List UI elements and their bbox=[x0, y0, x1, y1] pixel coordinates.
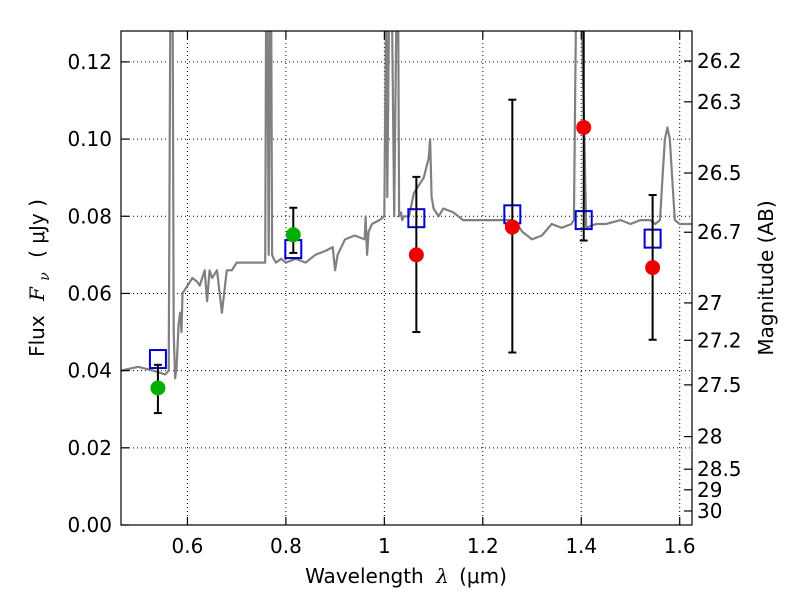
plot-background bbox=[121, 31, 692, 525]
x-tick-label: 1.2 bbox=[467, 534, 499, 558]
x-tick-label: 1.4 bbox=[565, 534, 597, 558]
y-tick-label: 0.00 bbox=[67, 513, 112, 537]
data-point bbox=[285, 227, 301, 243]
x-tick-label: 1 bbox=[378, 534, 391, 558]
series-layer bbox=[121, 31, 692, 415]
x-axis-label: Wavelength λ (μm) bbox=[305, 564, 507, 588]
y-tick-label: 0.08 bbox=[67, 204, 112, 228]
data-point bbox=[150, 380, 166, 396]
mag-tick-label: 28.5 bbox=[697, 457, 742, 481]
mag-tick-label: 29 bbox=[697, 478, 722, 502]
data-point bbox=[504, 219, 520, 235]
mag-tick-label: 27.2 bbox=[697, 328, 742, 352]
mag-tick-label: 27 bbox=[697, 291, 722, 315]
y-tick-label: 0.10 bbox=[67, 127, 112, 151]
mag-tick-label: 28 bbox=[697, 425, 722, 449]
mag-tick-label: 30 bbox=[697, 499, 722, 523]
mag-tick-label: 26.7 bbox=[697, 220, 742, 244]
y-axis-label: Flux F ν ( μJy ) bbox=[25, 199, 54, 357]
right-axis-label: Magnitude (AB) bbox=[754, 200, 778, 355]
x-tick-label: 0.6 bbox=[172, 534, 204, 558]
y-tick-label: 0.06 bbox=[67, 281, 112, 305]
mag-tick-label: 26.5 bbox=[697, 161, 742, 185]
mag-tick-label: 26.3 bbox=[697, 90, 742, 114]
y-tick-label: 0.04 bbox=[67, 359, 112, 383]
data-point bbox=[576, 119, 592, 135]
spectrum-line bbox=[121, 31, 692, 380]
data-point bbox=[408, 247, 424, 263]
axes: 0.6 0.8 1 1.2 1.4 1.6 0.00 0.02 0.04 0.06 0.08 0.10… bbox=[67, 31, 742, 558]
data-point bbox=[645, 260, 661, 276]
mag-tick-label: 27.5 bbox=[697, 373, 742, 397]
plot-frame bbox=[120, 30, 693, 526]
mag-tick-label: 26.2 bbox=[697, 49, 742, 73]
y-tick-label: 0.12 bbox=[67, 50, 112, 74]
x-tick-label: 0.8 bbox=[270, 534, 302, 558]
x-tick-label: 1.6 bbox=[664, 534, 696, 558]
y-tick-label: 0.02 bbox=[67, 436, 112, 460]
